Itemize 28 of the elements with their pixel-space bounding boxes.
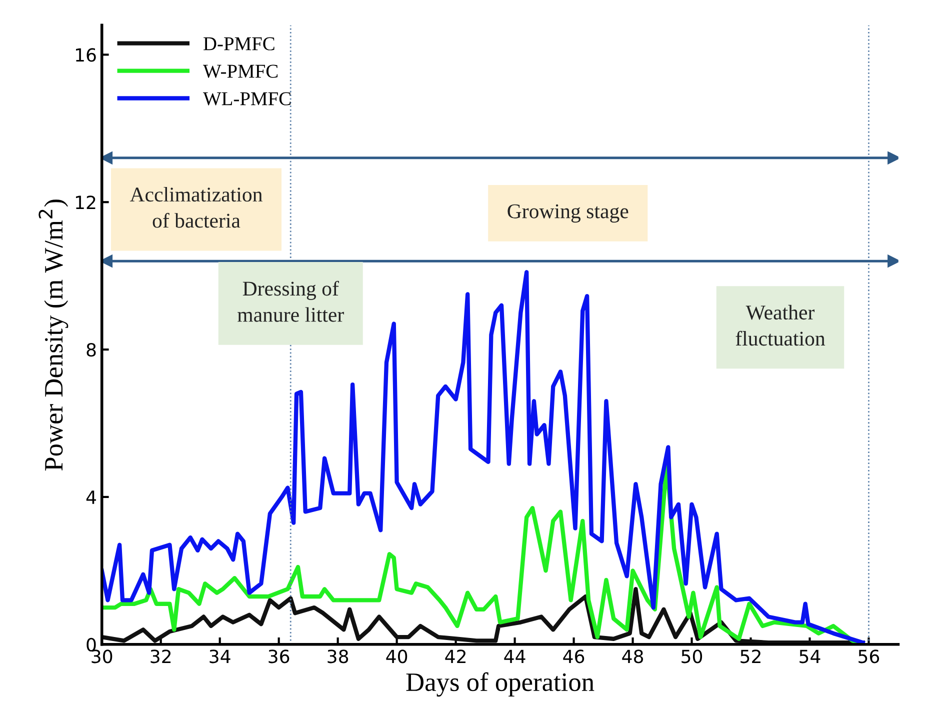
x-tick-label: 42	[445, 650, 466, 663]
y-tick-label: 8	[86, 343, 96, 357]
x-tick-label: 50	[682, 650, 702, 664]
x-tick-label: 30	[92, 650, 112, 664]
x-tick-label: 36	[268, 650, 290, 664]
x-tick-label: 56	[858, 650, 880, 664]
legend-label: W-PMFC	[202, 64, 278, 78]
annotation: Dressing of manure litter	[238, 280, 344, 322]
x-tick-label: 32	[150, 650, 171, 664]
annotation: Acclimatization of bacteria	[130, 186, 262, 228]
x-tick-label: 48	[622, 650, 644, 664]
annotation: Growing stage	[508, 204, 628, 223]
x-tick-label: 40	[386, 650, 408, 664]
x-tick-label: 54	[800, 650, 820, 664]
y-tick-label: 4	[86, 490, 96, 504]
legend-label: WL-PMFC	[202, 92, 290, 106]
legend-label: D-PMFC	[204, 37, 274, 50]
x-tick-label: 34	[210, 650, 230, 664]
y-axis-title: Power Density (m W/m$^{2}$)	[38, 200, 68, 471]
x-tick-label: 46	[563, 650, 584, 664]
x-axis-title: Days of operation	[406, 672, 594, 697]
y-tick-label: 16	[76, 48, 96, 62]
x-tick-label: 52	[740, 650, 760, 664]
y-tick-label: 12	[76, 196, 96, 209]
x-tick-label: 44	[504, 650, 526, 663]
x-tick-label: 38	[328, 650, 348, 664]
annotation: Weather fluctuation	[736, 304, 826, 346]
y-tick-label: 0	[86, 638, 96, 652]
